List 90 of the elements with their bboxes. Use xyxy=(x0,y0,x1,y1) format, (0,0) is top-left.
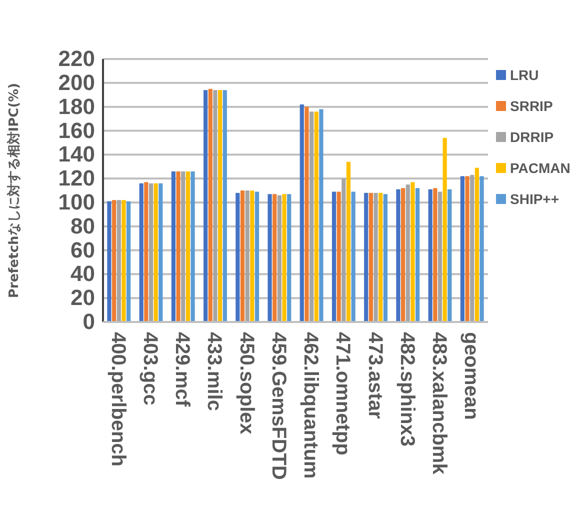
bar xyxy=(254,192,260,322)
legend-label: SRRIP xyxy=(510,98,553,114)
bar xyxy=(126,201,131,322)
bar xyxy=(158,183,163,322)
bar xyxy=(410,182,415,322)
bar xyxy=(222,90,227,322)
bar xyxy=(314,112,318,322)
bar xyxy=(112,200,116,322)
bar xyxy=(442,138,447,322)
bar xyxy=(236,192,240,322)
y-tick-label: 160 xyxy=(58,118,95,143)
bar xyxy=(282,194,286,322)
y-tick-label: 60 xyxy=(70,237,95,262)
bar xyxy=(346,162,351,322)
x-tick-label: 403.gcc xyxy=(139,332,162,406)
bar xyxy=(154,183,158,322)
x-tick-label: 450.soplex xyxy=(235,332,258,434)
legend-label: LRU xyxy=(510,66,539,83)
x-tick-label: 433.milc xyxy=(203,332,226,411)
legend-label: DRRIP xyxy=(510,128,554,145)
x-tick-label: 471.omnetpp xyxy=(332,332,354,456)
x-tick-label: 483.xalancbmk xyxy=(428,332,450,476)
x-tick-label: 400.perlbench xyxy=(106,332,129,467)
bar xyxy=(433,188,438,322)
y-tick-label: 120 xyxy=(58,166,95,191)
bar xyxy=(310,112,314,322)
bar xyxy=(474,168,479,322)
bar xyxy=(374,192,378,322)
bar xyxy=(319,109,324,322)
legend-label: SHIP++ xyxy=(510,190,560,207)
y-tick-label: 220 xyxy=(58,46,95,72)
x-tick-label: 473.astar xyxy=(364,332,386,419)
y-tick-label: 180 xyxy=(58,94,95,119)
y-tick-label: 200 xyxy=(58,70,95,95)
bar xyxy=(332,192,336,322)
legend-label: PACMAN xyxy=(510,160,570,176)
bar xyxy=(240,190,245,322)
bar xyxy=(213,90,218,322)
bar xyxy=(107,201,112,322)
bar xyxy=(287,194,292,322)
bar xyxy=(268,194,272,322)
bar xyxy=(300,104,304,322)
bar xyxy=(277,195,282,322)
bar xyxy=(116,200,121,322)
bar xyxy=(139,183,144,322)
x-tick-label: 429.mcf xyxy=(171,332,194,407)
bar xyxy=(304,106,309,322)
y-tick-label: 80 xyxy=(70,213,95,238)
y-tick-label: 40 xyxy=(70,261,95,286)
bar xyxy=(383,194,388,322)
bar xyxy=(406,184,410,322)
bar xyxy=(396,189,400,322)
bar xyxy=(470,174,474,322)
bar xyxy=(428,189,432,322)
y-tick-label: 20 xyxy=(70,285,95,310)
y-axis-title: Prefetchなしに対する相対IPC(%) xyxy=(6,82,22,298)
bar xyxy=(415,188,420,322)
x-tick-label: 462.libquantum xyxy=(300,332,322,479)
y-tick-label: 140 xyxy=(58,142,95,167)
bar xyxy=(368,192,373,322)
bar xyxy=(351,192,356,322)
bar xyxy=(208,88,212,322)
bar xyxy=(245,190,250,322)
bar xyxy=(204,90,208,322)
y-tick-label: 100 xyxy=(58,189,95,214)
bar xyxy=(401,188,406,322)
bar xyxy=(250,190,254,322)
bar xyxy=(144,182,148,322)
bar xyxy=(218,90,222,322)
bar xyxy=(438,192,442,322)
bar xyxy=(480,176,484,322)
bar xyxy=(448,189,452,322)
bar xyxy=(460,176,464,322)
x-tick-label: 482.sphinx3 xyxy=(396,332,418,447)
bar xyxy=(272,194,277,322)
bar xyxy=(336,192,341,322)
bar xyxy=(190,171,195,322)
bar xyxy=(364,192,368,322)
bar xyxy=(181,171,186,322)
y-tick-label: 0 xyxy=(82,309,95,334)
bar xyxy=(171,171,176,322)
bar xyxy=(378,192,383,322)
bar xyxy=(186,171,190,322)
bar xyxy=(465,176,470,322)
x-tick-label: 459.GemsFDTD xyxy=(267,332,290,480)
x-tick-label: geomean xyxy=(460,332,482,420)
bar xyxy=(342,178,346,322)
bar xyxy=(176,171,180,322)
bar xyxy=(148,183,154,322)
bar xyxy=(122,200,126,322)
